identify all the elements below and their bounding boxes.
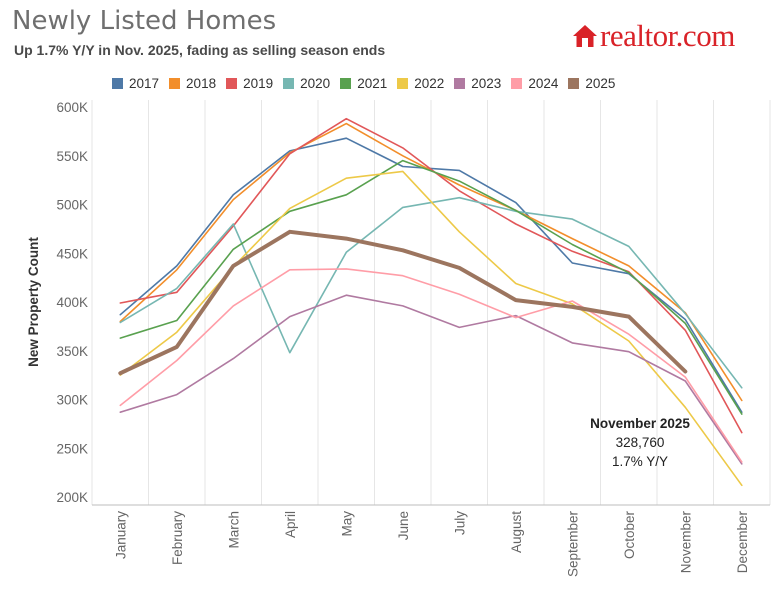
chart-annotation: November 2025 328,760 1.7% Y/Y (560, 414, 720, 471)
x-tick-label: April (283, 511, 298, 538)
annotation-title: November 2025 (590, 416, 690, 431)
x-tick-label: July (452, 511, 467, 535)
y-tick-label: 200K (56, 490, 88, 505)
legend-label: 2021 (357, 76, 388, 91)
legend-label: 2024 (528, 76, 559, 91)
chart-subtitle: Up 1.7% Y/Y in Nov. 2025, fading as sell… (14, 42, 386, 58)
legend-item-2017: 2017 (112, 76, 159, 91)
legend-swatch (397, 78, 409, 89)
y-tick-label: 450K (56, 246, 88, 261)
legend-item-2019: 2019 (226, 76, 273, 91)
legend-item-2025: 2025 (568, 76, 615, 91)
y-tick-label: 550K (56, 149, 88, 164)
brand-name: realtor.com (600, 18, 735, 53)
realtor-logo: realtor.com (572, 18, 735, 54)
chart-legend: 2017 2018 2019 2020 2021 2022 2023 2024 2025 (112, 76, 625, 91)
legend-item-2020: 2020 (283, 76, 330, 91)
legend-label: 2018 (186, 76, 217, 91)
legend-swatch (454, 78, 466, 89)
legend-label: 2023 (471, 76, 502, 91)
series-line-2024 (119, 268, 743, 463)
legend-swatch (511, 78, 523, 89)
legend-label: 2022 (414, 76, 445, 91)
x-tick-label: February (170, 511, 185, 565)
legend-label: 2025 (585, 76, 616, 91)
legend-label: 2020 (300, 76, 331, 91)
y-tick-label: 600K (56, 100, 88, 115)
x-tick-label: June (396, 511, 411, 540)
legend-swatch (568, 78, 580, 89)
legend-swatch (169, 78, 181, 89)
legend-item-2022: 2022 (397, 76, 444, 91)
legend-swatch (283, 78, 295, 89)
legend-swatch (226, 78, 238, 89)
x-tick-label: October (622, 511, 637, 560)
y-tick-label: 300K (56, 393, 88, 408)
y-axis-title: New Property Count (26, 237, 41, 367)
legend-item-2023: 2023 (454, 76, 501, 91)
series-line-2025 (118, 229, 688, 376)
series-line-2021 (119, 159, 743, 415)
y-tick-label: 500K (56, 198, 88, 213)
y-tick-label: 400K (56, 295, 88, 310)
x-tick-label: March (226, 511, 241, 549)
house-icon (573, 25, 597, 47)
annotation-change: 1.7% Y/Y (611, 454, 669, 469)
legend-item-2021: 2021 (340, 76, 387, 91)
x-tick-label: January (113, 511, 128, 559)
y-tick-label: 350K (56, 344, 88, 359)
legend-label: 2019 (243, 76, 274, 91)
legend-item-2018: 2018 (169, 76, 216, 91)
x-tick-label: November (678, 511, 693, 574)
series-line-2023 (119, 294, 743, 465)
legend-item-2024: 2024 (511, 76, 558, 91)
legend-swatch (112, 78, 123, 89)
legend-label: 2017 (129, 76, 160, 91)
x-tick-label: May (339, 511, 354, 537)
y-tick-label: 250K (56, 441, 88, 456)
x-tick-label: August (509, 511, 524, 553)
annotation-value: 328,760 (615, 435, 665, 450)
x-tick-label: September (565, 511, 580, 578)
legend-swatch (340, 78, 352, 89)
chart-title: Newly Listed Homes (12, 6, 277, 36)
x-tick-label: December (735, 511, 750, 574)
